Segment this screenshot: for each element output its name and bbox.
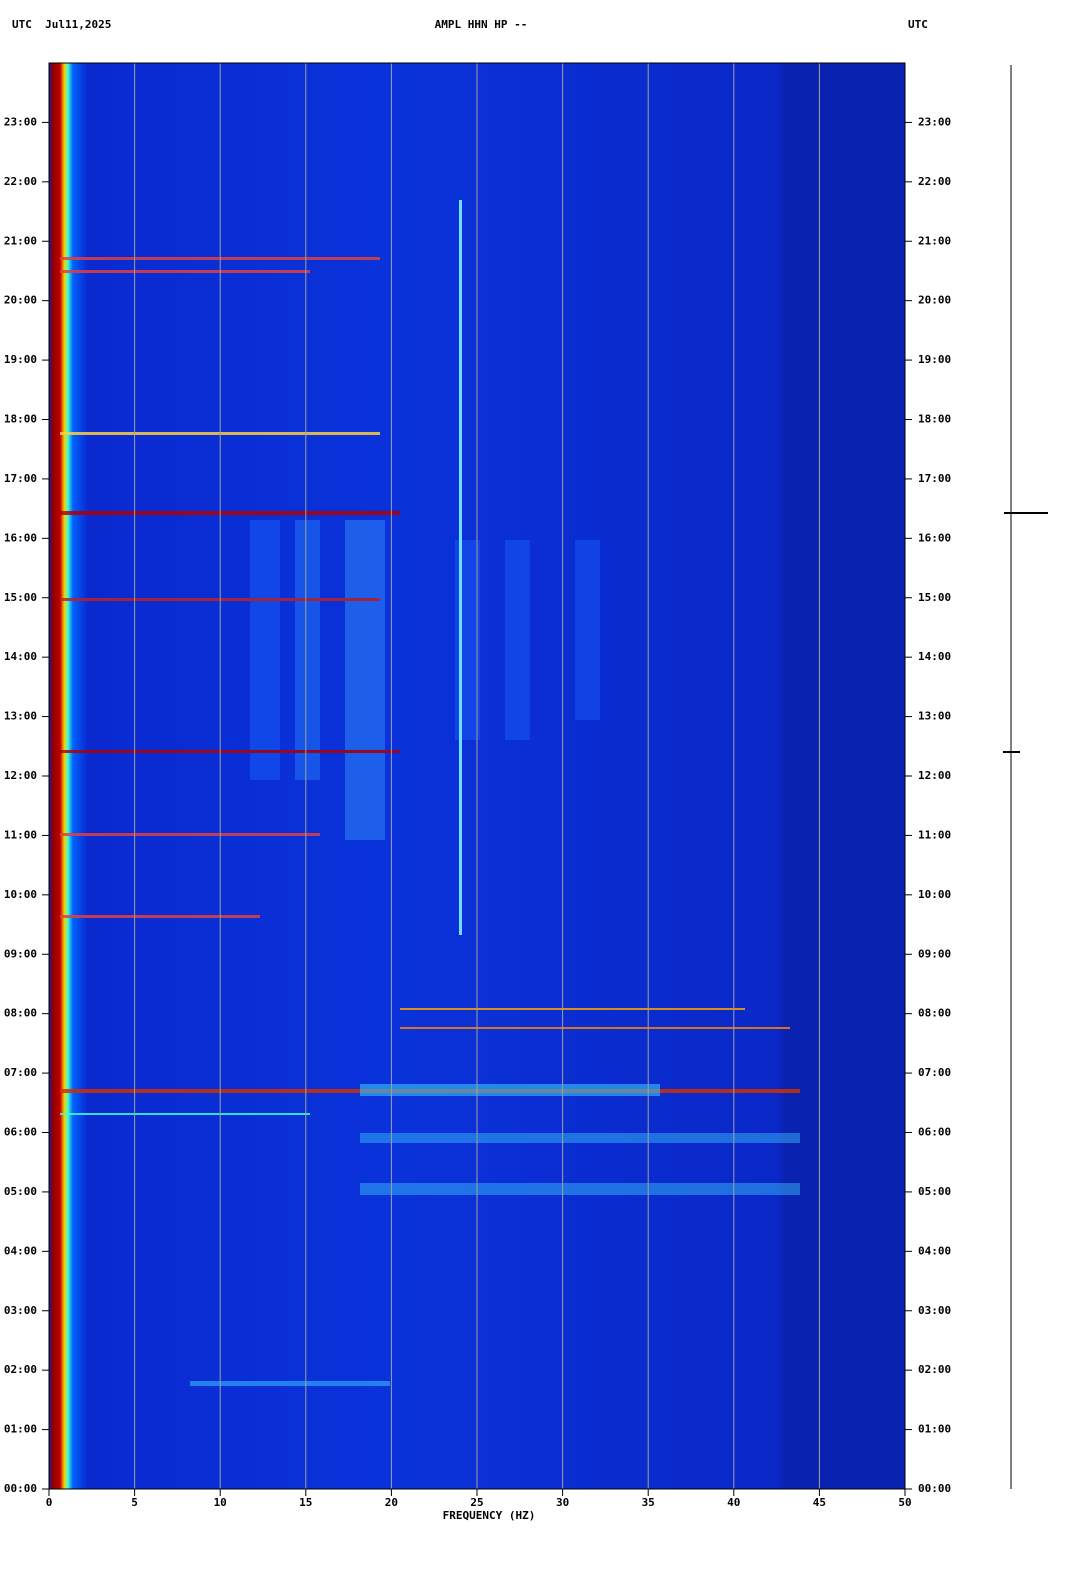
streak <box>60 270 310 273</box>
y-tick-label: 11:00 <box>4 828 37 841</box>
x-tick-label: 30 <box>556 1496 569 1509</box>
y-tick-label: 10:00 <box>918 888 951 901</box>
streak <box>55 511 400 515</box>
y-tick-label: 19:00 <box>918 353 951 366</box>
y-tick-label: 06:00 <box>918 1126 951 1139</box>
x-tick-label: 25 <box>470 1496 483 1509</box>
y-tick-label: 08:00 <box>918 1007 951 1020</box>
y-tick-label: 01:00 <box>918 1423 951 1436</box>
streak <box>360 1183 800 1195</box>
y-tick-label: 06:00 <box>4 1126 37 1139</box>
y-tick-label: 15:00 <box>4 591 37 604</box>
y-tick-label: 00:00 <box>4 1482 37 1495</box>
y-tick-label: 03:00 <box>4 1304 37 1317</box>
x-axis-label: FREQUENCY (HZ) <box>443 1509 536 1522</box>
y-tick-label: 22:00 <box>4 175 37 188</box>
y-tick-label: 23:00 <box>918 115 951 128</box>
y-tick-label: 17:00 <box>918 472 951 485</box>
y-tick-label: 09:00 <box>918 947 951 960</box>
streak <box>190 1381 390 1386</box>
y-tick-label: 18:00 <box>918 413 951 426</box>
seismogram <box>1003 65 1048 1489</box>
y-tick-label: 14:00 <box>918 650 951 663</box>
band <box>295 520 320 780</box>
y-tick-label: 23:00 <box>4 115 37 128</box>
y-tick-label: 00:00 <box>918 1482 951 1495</box>
x-tick-label: 0 <box>46 1496 53 1509</box>
y-tick-label: 12:00 <box>4 769 37 782</box>
x-tick-label: 35 <box>642 1496 655 1509</box>
y-tick-label: 20:00 <box>918 294 951 307</box>
x-tick-label: 5 <box>131 1496 138 1509</box>
streak <box>360 1133 800 1143</box>
band <box>345 520 385 840</box>
x-tick-label: 40 <box>727 1496 740 1509</box>
y-tick-label: 03:00 <box>918 1304 951 1317</box>
y-tick-label: 20:00 <box>4 294 37 307</box>
y-tick-label: 14:00 <box>4 650 37 663</box>
streak <box>400 1008 745 1010</box>
y-tick-label: 10:00 <box>4 888 37 901</box>
y-tick-label: 04:00 <box>918 1244 951 1257</box>
x-tick-label: 50 <box>898 1496 911 1509</box>
y-tick-label: 01:00 <box>4 1423 37 1436</box>
y-tick-label: 19:00 <box>4 353 37 366</box>
y-tick-label: 16:00 <box>918 531 951 544</box>
y-tick-label: 05:00 <box>4 1185 37 1198</box>
y-tick-label: 13:00 <box>4 710 37 723</box>
streak <box>400 1027 790 1029</box>
streak <box>459 200 462 935</box>
band <box>505 540 530 740</box>
y-tick-label: 05:00 <box>918 1185 951 1198</box>
streak <box>55 750 400 753</box>
right-label: UTC <box>908 18 928 31</box>
y-tick-label: 15:00 <box>918 591 951 604</box>
x-tick-label: 45 <box>813 1496 826 1509</box>
band <box>455 540 480 740</box>
band <box>250 520 280 780</box>
streak <box>60 833 320 836</box>
chart-title: AMPL HHN HP -- <box>435 18 528 31</box>
y-tick-label: 16:00 <box>4 531 37 544</box>
y-tick-label: 07:00 <box>4 1066 37 1079</box>
x-tick-label: 20 <box>385 1496 398 1509</box>
y-tick-label: 18:00 <box>4 413 37 426</box>
left-label: UTC Jul11,2025 <box>12 18 111 31</box>
y-tick-label: 13:00 <box>918 710 951 723</box>
x-tick-label: 10 <box>214 1496 227 1509</box>
streak <box>360 1084 660 1096</box>
plot-frame <box>48 62 906 1490</box>
streak <box>60 1113 310 1115</box>
y-tick-label: 07:00 <box>918 1066 951 1079</box>
y-tick-label: 09:00 <box>4 947 37 960</box>
y-tick-label: 08:00 <box>4 1007 37 1020</box>
x-tick-label: 15 <box>299 1496 312 1509</box>
y-tick-label: 02:00 <box>4 1363 37 1376</box>
y-tick-label: 02:00 <box>918 1363 951 1376</box>
y-tick-label: 21:00 <box>4 234 37 247</box>
y-tick-label: 12:00 <box>918 769 951 782</box>
y-tick-label: 22:00 <box>918 175 951 188</box>
band <box>575 540 600 720</box>
y-tick-label: 17:00 <box>4 472 37 485</box>
y-tick-label: 21:00 <box>918 234 951 247</box>
streak <box>60 915 260 918</box>
y-tick-label: 04:00 <box>4 1244 37 1257</box>
spectrogram-features <box>55 200 800 1386</box>
y-tick-label: 11:00 <box>918 828 951 841</box>
